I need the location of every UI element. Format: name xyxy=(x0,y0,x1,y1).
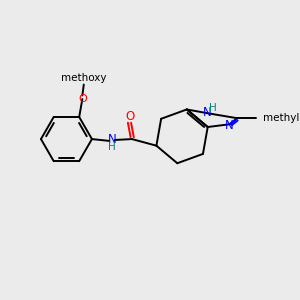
Text: O: O xyxy=(125,110,134,123)
Text: O: O xyxy=(78,94,87,104)
Text: H: H xyxy=(209,103,217,112)
Text: H: H xyxy=(108,142,116,152)
Text: N: N xyxy=(203,106,212,119)
Text: N: N xyxy=(225,119,234,132)
Text: N: N xyxy=(108,133,116,146)
Text: methoxy: methoxy xyxy=(61,73,106,83)
Text: methyl: methyl xyxy=(263,113,299,123)
